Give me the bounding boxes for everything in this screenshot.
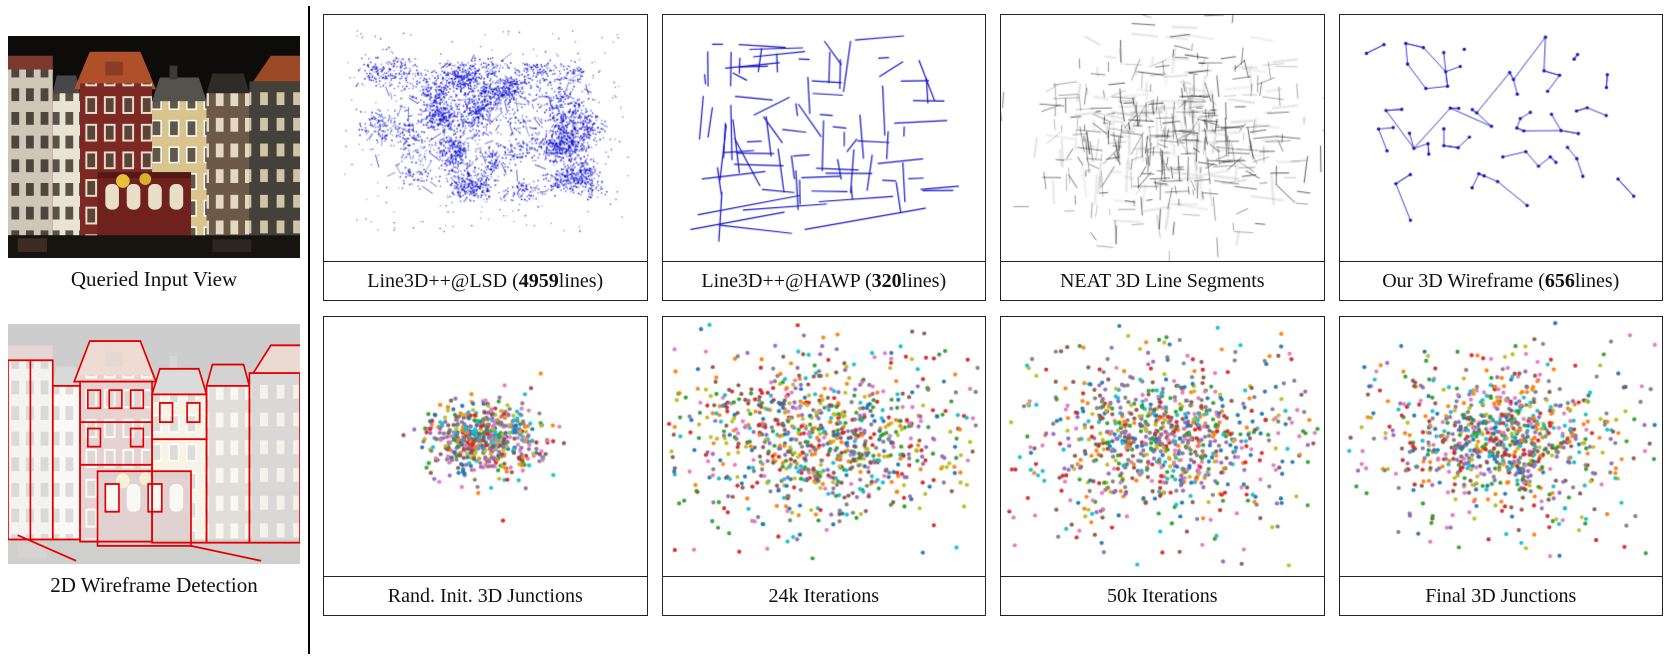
caption-count: 4959 xyxy=(518,269,559,292)
line3d-hawp-caption: Line3D++@HAWP (320 lines) xyxy=(662,261,985,300)
line3d-lsd-caption: Line3D++@LSD (4959 lines) xyxy=(324,261,647,300)
caption-count: 320 xyxy=(871,269,902,292)
comparison-grid: Line3D++@LSD (4959 lines) Line3D++@HAWP … xyxy=(310,0,1679,660)
panel-line3d-hawp: Line3D++@HAWP (320 lines) xyxy=(661,14,986,301)
caption-text: lines) xyxy=(558,269,604,292)
our-3d-wireframe xyxy=(1339,15,1662,261)
line3d-hawp-canvas xyxy=(662,15,985,261)
line3d-hawp-lines xyxy=(662,15,985,261)
caption-text: Final 3D Junctions xyxy=(1425,584,1577,607)
panel-neat-segments: NEAT 3D Line Segments xyxy=(1000,14,1325,301)
iterations-24k-caption: 24k Iterations xyxy=(662,576,985,615)
line3d-lsd-pointcloud xyxy=(324,15,647,261)
wireframe-detection-caption: 2D Wireframe Detection xyxy=(50,573,258,597)
final-junctions-scatter xyxy=(1339,317,1662,576)
wireframe-detection-image xyxy=(8,324,300,564)
caption-text: 50k Iterations xyxy=(1106,584,1218,607)
neat-canvas xyxy=(1001,15,1324,261)
iterations-50k-scatter xyxy=(1001,317,1324,576)
caption-text: lines) xyxy=(1574,269,1620,292)
caption-count: 656 xyxy=(1544,269,1575,292)
panel-final-junctions: Final 3D Junctions xyxy=(1338,316,1663,616)
panel-line3d-lsd: Line3D++@LSD (4959 lines) xyxy=(323,14,648,301)
red-wireframe-overlay xyxy=(8,340,300,562)
caption-text: lines) xyxy=(901,269,947,292)
caption-text: Line3D++@LSD ( xyxy=(367,269,519,292)
neat-line-segments xyxy=(1001,15,1324,261)
iterations-50k-caption: 50k Iterations xyxy=(1001,576,1324,615)
final-junctions-canvas xyxy=(1339,317,1662,576)
rand-init-caption: Rand. Init. 3D Junctions xyxy=(324,576,647,615)
panel-50k-iterations: 50k Iterations xyxy=(1000,316,1325,616)
neat-caption: NEAT 3D Line Segments xyxy=(1001,261,1324,300)
caption-text: Rand. Init. 3D Junctions xyxy=(387,584,583,607)
vertical-divider xyxy=(308,6,310,654)
rand-init-canvas xyxy=(324,317,647,576)
our-wireframe-caption: Our 3D Wireframe (656 lines) xyxy=(1339,261,1662,300)
panel-rand-init-junctions: Rand. Init. 3D Junctions xyxy=(323,316,648,616)
panel-24k-iterations: 24k Iterations xyxy=(661,316,986,616)
iterations-50k-canvas xyxy=(1001,317,1324,576)
our-wireframe-canvas xyxy=(1339,15,1662,261)
caption-text: NEAT 3D Line Segments xyxy=(1059,269,1265,292)
iterations-24k-canvas xyxy=(662,317,985,576)
line3d-lsd-canvas xyxy=(324,15,647,261)
queried-input-view-caption: Queried Input View xyxy=(70,267,238,291)
iterations-24k-scatter xyxy=(662,317,985,576)
caption-text: Line3D++@HAWP ( xyxy=(701,269,872,292)
final-junctions-caption: Final 3D Junctions xyxy=(1339,576,1662,615)
panel-our-wireframe: Our 3D Wireframe (656 lines) xyxy=(1338,14,1663,301)
caption-text: Our 3D Wireframe ( xyxy=(1382,269,1545,292)
rand-init-junctions-scatter xyxy=(324,317,647,576)
input-view-column: Queried Input View xyxy=(0,0,308,660)
caption-text: 24k Iterations xyxy=(768,584,880,607)
queried-input-view-image xyxy=(8,36,300,258)
